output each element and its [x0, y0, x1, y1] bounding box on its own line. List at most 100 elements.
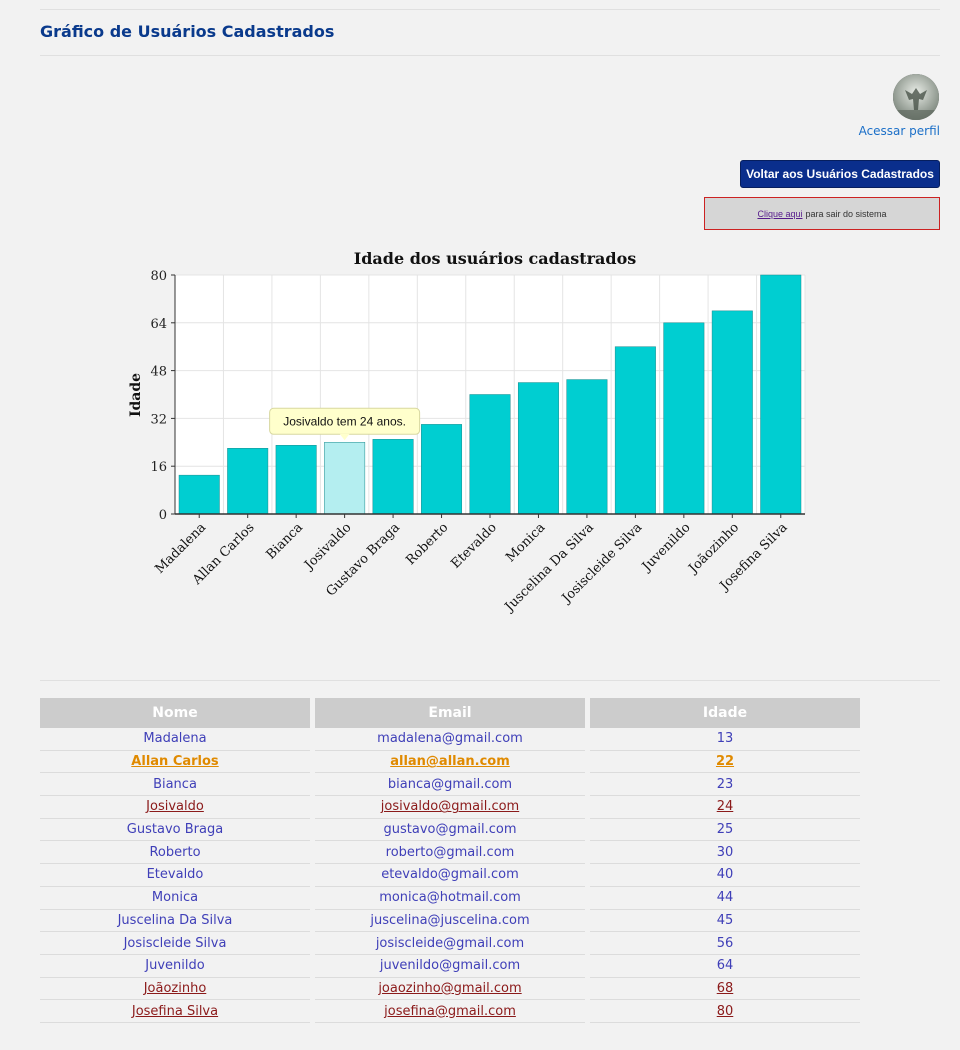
name-link[interactable]: Allan Carlos [131, 754, 219, 770]
chart-bar[interactable] [275, 445, 317, 515]
chart-bar[interactable] [566, 379, 608, 515]
chart-axes [171, 274, 805, 518]
cell-email: josiscleide@gmail.com [315, 932, 585, 955]
email-link[interactable]: bianca@gmail.com [387, 776, 513, 792]
email-link[interactable]: madalena@gmail.com [377, 731, 523, 747]
column-header-nome[interactable]: Nome [40, 698, 310, 728]
chart-bar[interactable] [614, 346, 656, 515]
cell-nome: Madalena [40, 728, 310, 751]
table-row: Madalena madalena@gmail.com 13 [40, 728, 860, 751]
age-link[interactable]: 25 [716, 822, 734, 838]
top-divider [40, 9, 940, 10]
column-header-idade[interactable]: Idade [590, 698, 860, 728]
age-link[interactable]: 44 [716, 890, 734, 906]
chart-x-tick-label: Juscelina Da Silva [501, 520, 597, 616]
age-link[interactable]: 64 [716, 958, 734, 974]
chart-x-tick-label: Monica [503, 520, 548, 565]
cell-idade: 80 [590, 1000, 860, 1023]
name-link[interactable]: Etevaldo [146, 867, 204, 883]
email-link[interactable]: josivaldo@gmail.com [380, 799, 520, 815]
chart-bar[interactable] [663, 322, 705, 515]
logout-text: para sair do sistema [805, 208, 887, 219]
email-link[interactable]: roberto@gmail.com [385, 844, 515, 860]
back-to-users-button[interactable]: Voltar aos Usuários Cadastrados [740, 160, 940, 188]
name-link[interactable]: Josefina Silva [131, 1003, 219, 1019]
cell-nome: Etevaldo [40, 864, 310, 887]
cell-nome: Roberto [40, 841, 310, 865]
cell-email: josefina@gmail.com [315, 1000, 585, 1023]
chart-bar[interactable] [421, 424, 463, 515]
chart-bar[interactable] [469, 394, 511, 515]
email-link[interactable]: juvenildo@gmail.com [379, 958, 521, 974]
chart-bar[interactable] [711, 310, 753, 515]
age-link[interactable]: 24 [716, 799, 734, 815]
cell-idade: 44 [590, 887, 860, 910]
age-link[interactable]: 56 [716, 935, 734, 951]
cell-idade: 23 [590, 773, 860, 797]
cell-idade: 40 [590, 864, 860, 887]
cell-nome: Josiscleide Silva [40, 932, 310, 955]
name-link[interactable]: Bianca [153, 776, 197, 792]
name-link[interactable]: Roberto [149, 844, 201, 860]
column-header-email[interactable]: Email [315, 698, 585, 728]
table-divider [40, 680, 940, 681]
chart-bar[interactable] [227, 448, 269, 515]
email-link[interactable]: allan@allan.com [390, 754, 510, 770]
email-link[interactable]: joaozinho@gmail.com [378, 980, 522, 996]
age-link[interactable]: 80 [716, 1003, 734, 1019]
table-row: Josiscleide Silva josiscleide@gmail.com 56 [40, 932, 860, 955]
cell-email: etevaldo@gmail.com [315, 864, 585, 887]
name-link[interactable]: Josiscleide Silva [123, 935, 227, 951]
cell-idade: 13 [590, 728, 860, 751]
title-divider [40, 55, 940, 56]
profile-link[interactable]: Acessar perfil [858, 124, 940, 138]
email-link[interactable]: gustavo@gmail.com [383, 822, 517, 838]
chart-bar[interactable] [760, 274, 802, 515]
cell-email: gustavo@gmail.com [315, 819, 585, 842]
name-link[interactable]: Monica [151, 890, 199, 906]
cell-email: bianca@gmail.com [315, 773, 585, 797]
cell-nome: Monica [40, 887, 310, 910]
email-link[interactable]: josiscleide@gmail.com [375, 935, 525, 951]
name-link[interactable]: Madalena [143, 731, 207, 747]
email-link[interactable]: monica@hotmail.com [379, 890, 521, 906]
chart-tooltip: Josivaldo tem 24 anos. [269, 407, 421, 441]
email-link[interactable]: etevaldo@gmail.com [381, 867, 519, 883]
age-link[interactable]: 40 [716, 867, 734, 883]
chart-y-tick-label: 80 [150, 269, 167, 284]
cell-email: madalena@gmail.com [315, 728, 585, 751]
chart-bar[interactable] [517, 382, 559, 515]
name-link[interactable]: Juscelina Da Silva [117, 912, 233, 928]
cell-nome: Juscelina Da Silva [40, 910, 310, 933]
cell-email: juvenildo@gmail.com [315, 955, 585, 978]
email-link[interactable]: josefina@gmail.com [384, 1003, 516, 1019]
page-title: Gráfico de Usuários Cadastrados [40, 22, 335, 41]
age-link[interactable]: 22 [715, 754, 735, 770]
chart-bar[interactable] [372, 439, 414, 515]
chart-x-tick-label: Juvenildo [638, 520, 694, 576]
name-link[interactable]: Josivaldo [146, 799, 204, 815]
users-table: Nome Email Idade Madalena madalena@gmail.… [35, 698, 865, 1023]
cell-idade: 64 [590, 955, 860, 978]
age-link[interactable]: 68 [716, 980, 734, 996]
name-link[interactable]: Juvenildo [145, 958, 205, 974]
cell-idade: 24 [590, 796, 860, 819]
chart-y-tick-label: 32 [150, 412, 167, 427]
cell-nome: Juvenildo [40, 955, 310, 978]
chart-bar[interactable] [178, 474, 220, 515]
name-link[interactable]: Gustavo Braga [126, 822, 224, 838]
avatar[interactable] [893, 74, 939, 120]
name-link[interactable]: Joãozinho [143, 980, 207, 996]
chart-tooltip-text: Josivaldo tem 24 anos. [283, 414, 406, 428]
logout-link[interactable]: Clique aqui [757, 208, 803, 219]
chart-x-tick-label: Josiscleide Silva [558, 520, 645, 607]
cell-nome: Gustavo Braga [40, 819, 310, 842]
age-link[interactable]: 30 [716, 844, 734, 860]
chart-bar[interactable] [324, 442, 366, 515]
cell-email: allan@allan.com [315, 751, 585, 774]
age-link[interactable]: 23 [716, 776, 734, 792]
email-link[interactable]: juscelina@juscelina.com [370, 912, 530, 928]
age-link[interactable]: 45 [716, 912, 734, 928]
age-link[interactable]: 13 [716, 731, 734, 747]
